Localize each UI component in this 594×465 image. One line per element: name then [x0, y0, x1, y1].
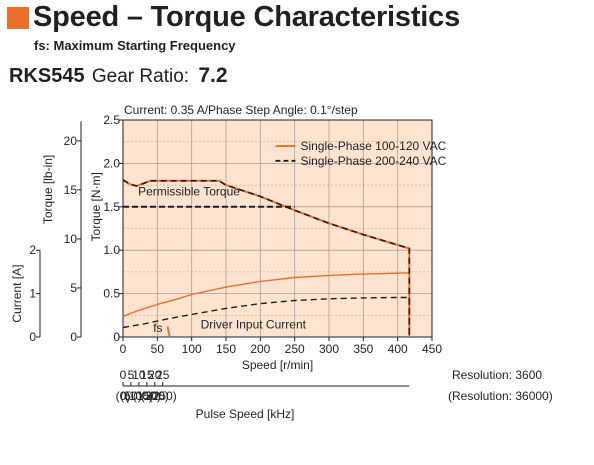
pulse-tick-label: 5	[128, 368, 135, 382]
y-tick-label-current: 2	[29, 243, 36, 257]
y-tick-label-lbin: 10	[64, 232, 78, 246]
current-line-series-1	[122, 272, 410, 337]
fs-marker-line	[166, 326, 171, 338]
x-tick-label: 150	[216, 342, 236, 356]
page-subtitle: fs: Maximum Starting Frequency	[34, 38, 236, 53]
x-tick-label: 0	[120, 342, 127, 356]
pulse-tick-label: 10	[132, 368, 146, 382]
pulse-tick-label-alt: (100)	[125, 389, 153, 403]
x-tick-label: 350	[353, 342, 373, 356]
y-axis-label-current: Current [A]	[10, 265, 24, 323]
fs-label: fs	[153, 321, 162, 335]
series-layer	[122, 179, 411, 338]
y-tick-label-nm: 2.5	[103, 113, 120, 127]
y-tick-label-lbin: 0	[70, 330, 77, 344]
page-title: Speed – Torque Characteristics	[33, 1, 461, 33]
pulse-axis-label: Pulse Speed [kHz]	[196, 407, 295, 421]
pulse-tick-label: 15	[140, 368, 154, 382]
x-tick-label: 250	[285, 342, 305, 356]
y-tick-label-nm: 0	[113, 330, 120, 344]
y-tick-label-current: 0	[29, 330, 36, 344]
driver-input-current-label: Driver Input Current	[201, 317, 307, 331]
y-tick-label-lbin: 20	[64, 134, 78, 148]
header-accent-square	[7, 7, 29, 29]
plot-frame	[122, 119, 433, 338]
permissible-torque-label: Permissible Torque	[138, 185, 240, 199]
y-tick-label-nm: 2.0	[103, 156, 120, 170]
y-tick-label-nm: 1.5	[103, 200, 120, 214]
y-tick-label-nm: 1.0	[103, 243, 120, 257]
pulse-tick-label-alt: (200)	[141, 389, 169, 403]
pulse-tick-label-alt: (50)	[120, 389, 141, 403]
gear-ratio-label: Gear Ratio:	[91, 66, 190, 87]
y-tick-label-lbin: 5	[70, 281, 77, 295]
model-info: RKS545 Gear Ratio: 7.2	[9, 64, 228, 88]
x-axis-label: Speed [r/min]	[242, 358, 313, 372]
x-tick-label: 450	[422, 342, 442, 356]
torque-line-series-1	[122, 179, 411, 337]
condition-note: Current: 0.35 A/Phase Step Angle: 0.1°/s…	[124, 103, 358, 117]
y-axis-label-nm: Torque [N·m]	[89, 172, 103, 241]
pulse-tick-label-alt: (0)	[116, 389, 131, 403]
x-tick-label: 300	[319, 342, 339, 356]
pulse-tick-label-alt: (150)	[133, 389, 161, 403]
y-tick-label-lbin: 15	[64, 183, 78, 197]
x-tick-label: 200	[250, 342, 270, 356]
pulse-resolution-label: Resolution: 3600	[452, 368, 542, 382]
pulse-resolution-alt-label: (Resolution: 36000)	[448, 389, 553, 403]
legend-label-2: Single-Phase 200-240 VAC	[300, 154, 446, 168]
axes	[36, 119, 433, 387]
y-tick-label-current: 1	[29, 287, 36, 301]
y-axis-label-lbin: Torque [lb-in]	[41, 155, 55, 224]
x-tick-label: 50	[151, 342, 165, 356]
x-tick-label: 400	[388, 342, 408, 356]
pulse-tick-label: 20	[148, 368, 162, 382]
pulse-tick-label: 0	[120, 368, 127, 382]
pulse-tick-label-alt: (250)	[149, 389, 177, 403]
grid-lines	[123, 120, 432, 337]
x-tick-label: 100	[182, 342, 202, 356]
model-name: RKS545	[9, 65, 85, 87]
pulse-tick-label: 25	[156, 368, 170, 382]
legend-label-1: Single-Phase 100-120 VAC	[300, 139, 446, 153]
gear-ratio-value: 7.2	[198, 64, 228, 87]
y-tick-label-nm: 0.5	[103, 287, 120, 301]
